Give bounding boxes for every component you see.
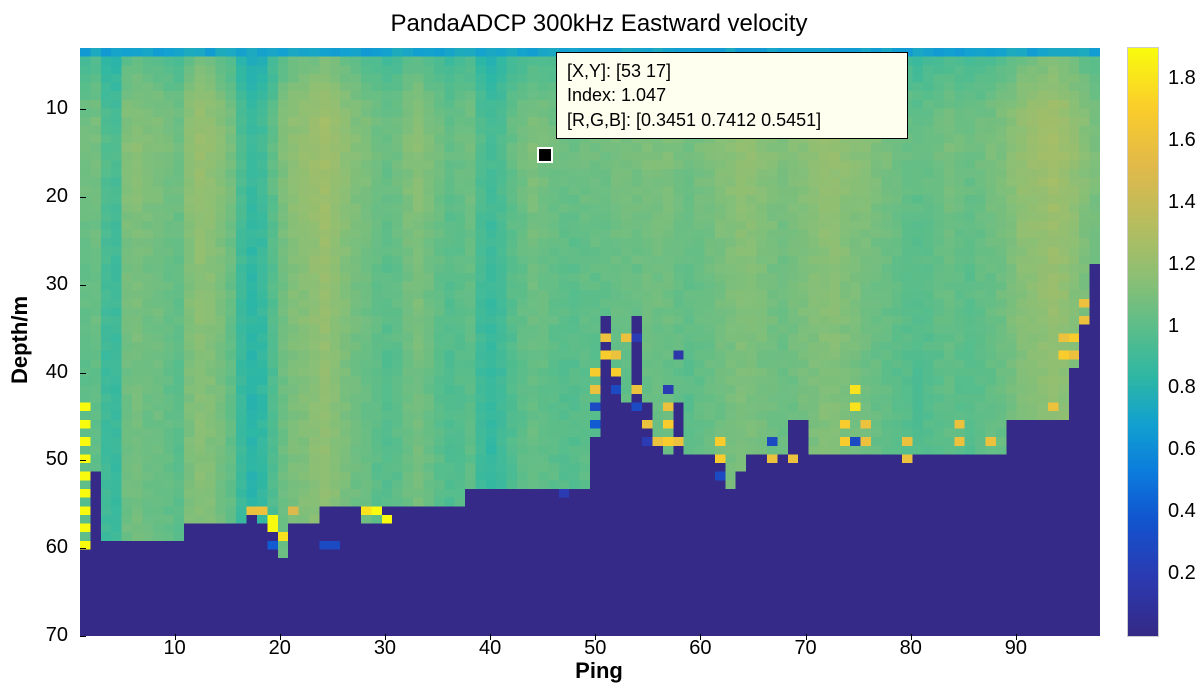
x-tick-mark xyxy=(700,634,701,640)
colorbar-tick-label: 0.8 xyxy=(1168,376,1198,399)
y-tick-label: 40 xyxy=(28,361,68,384)
y-tick-label: 50 xyxy=(28,448,68,471)
y-tick-label: 10 xyxy=(28,97,68,120)
colorbar-tick-label: 0.2 xyxy=(1168,562,1198,585)
x-tick-mark xyxy=(806,634,807,640)
colorbar xyxy=(1128,48,1158,636)
x-tick-label: 90 xyxy=(996,637,1036,660)
y-tick-mark xyxy=(80,636,86,637)
x-tick-label: 60 xyxy=(680,637,720,660)
y-tick-mark xyxy=(80,197,86,198)
x-tick-label: 20 xyxy=(260,637,300,660)
x-axis-label: Ping xyxy=(575,658,623,684)
colorbar-tick-label: 0.6 xyxy=(1168,438,1198,461)
x-tick-mark xyxy=(175,634,176,640)
colorbar-tick-label: 1.4 xyxy=(1168,191,1198,214)
x-tick-label: 80 xyxy=(891,637,931,660)
tooltip-line-index: Index: 1.047 xyxy=(567,83,897,107)
tooltip-line-rgb: [R,G,B]: [0.3451 0.7412 0.5451] xyxy=(567,108,897,132)
x-tick-label: 70 xyxy=(786,637,826,660)
x-tick-mark xyxy=(911,634,912,640)
x-tick-mark xyxy=(385,634,386,640)
x-tick-mark xyxy=(490,634,491,640)
x-tick-label: 40 xyxy=(470,637,510,660)
colorbar-tick-label: 1.8 xyxy=(1168,67,1198,90)
data-tooltip: [X,Y]: [53 17] Index: 1.047 [R,G,B]: [0.… xyxy=(556,52,908,139)
x-tick-label: 10 xyxy=(155,637,195,660)
x-tick-mark xyxy=(280,634,281,640)
colorbar-tick-label: 1.6 xyxy=(1168,129,1198,152)
x-tick-mark xyxy=(1016,634,1017,640)
y-tick-mark xyxy=(80,460,86,461)
y-tick-mark xyxy=(80,548,86,549)
y-tick-label: 30 xyxy=(28,273,68,296)
datapoint-marker xyxy=(537,147,553,163)
colorbar-tick-label: 1.2 xyxy=(1168,253,1198,276)
tooltip-line-xy: [X,Y]: [53 17] xyxy=(567,59,897,83)
y-tick-mark xyxy=(80,285,86,286)
x-tick-label: 50 xyxy=(575,637,615,660)
y-tick-label: 20 xyxy=(28,185,68,208)
x-tick-mark xyxy=(595,634,596,640)
colorbar-tick-label: 1 xyxy=(1168,315,1198,338)
y-tick-mark xyxy=(80,373,86,374)
y-tick-label: 70 xyxy=(28,624,68,647)
y-tick-label: 60 xyxy=(28,536,68,559)
y-tick-mark xyxy=(80,109,86,110)
colorbar-tick-label: 0.4 xyxy=(1168,500,1198,523)
x-tick-label: 30 xyxy=(365,637,405,660)
chart-title: PandaADCP 300kHz Eastward velocity xyxy=(0,10,1198,38)
